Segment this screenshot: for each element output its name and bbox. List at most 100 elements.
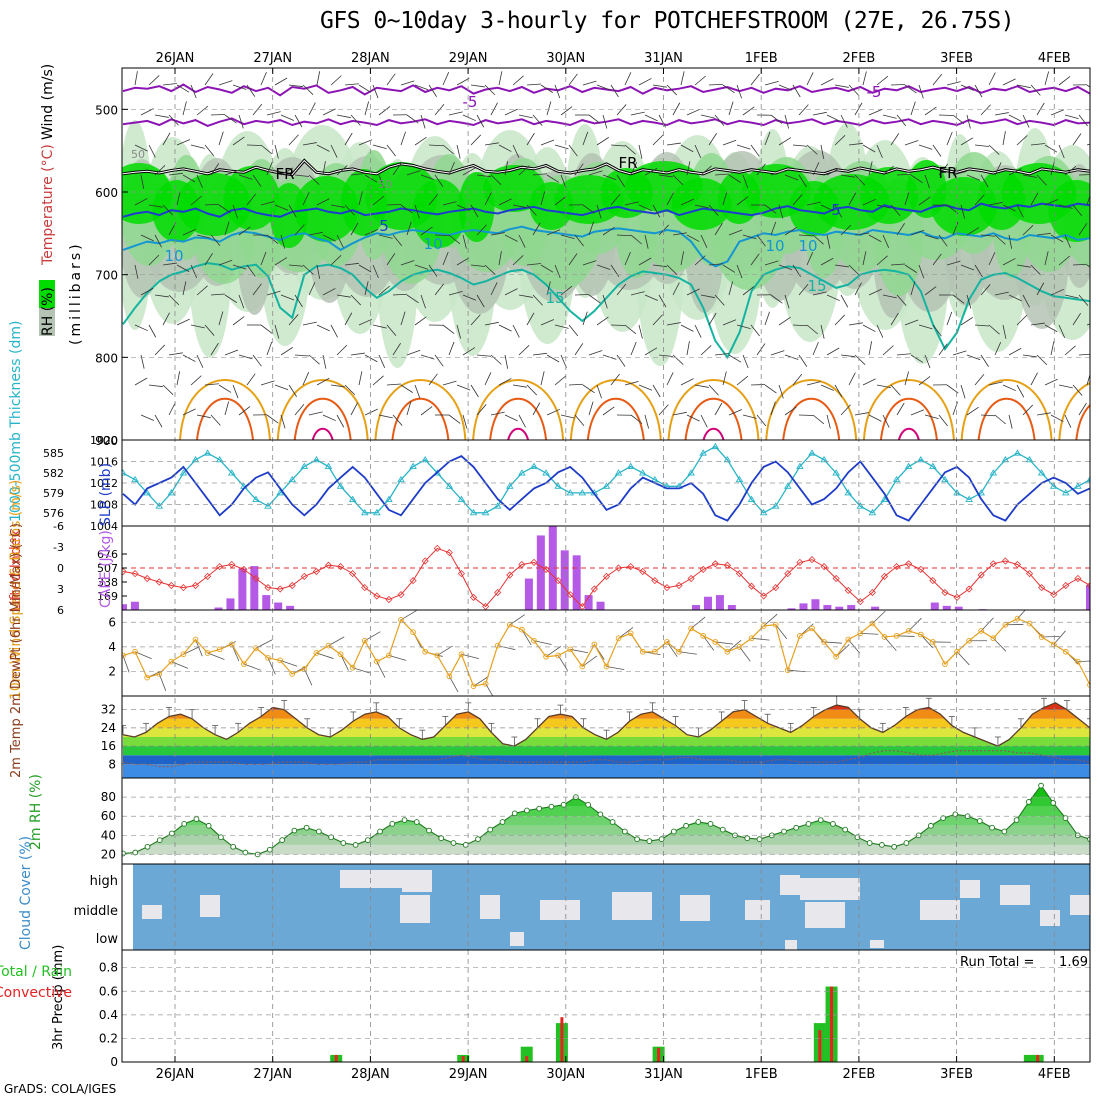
rh-marker xyxy=(122,850,126,857)
wind-barb xyxy=(372,324,387,329)
wind-barb xyxy=(736,196,749,206)
wind-barb xyxy=(414,136,427,146)
wind-barb xyxy=(1016,135,1028,146)
lifted-index-marker xyxy=(687,574,695,583)
wind-speed-marker xyxy=(567,646,574,653)
wind-barb xyxy=(274,257,288,266)
wind-barb xyxy=(700,165,712,176)
lifted-index-marker xyxy=(880,572,889,580)
cape-bar xyxy=(560,550,569,610)
wind-barb xyxy=(456,144,461,159)
wind-barb xyxy=(1002,204,1016,212)
thickness-marker xyxy=(566,489,575,496)
cape-bar xyxy=(262,595,271,610)
wind-speed-marker xyxy=(482,680,489,687)
wind-barb xyxy=(1008,347,1022,356)
wind-barb xyxy=(666,322,681,326)
wind-barb xyxy=(490,354,502,365)
lifted-index-marker xyxy=(155,578,163,586)
wind-barb xyxy=(378,174,385,189)
temp-contour-25 xyxy=(782,397,841,440)
wind-speed-marker xyxy=(615,635,622,642)
wind-barb xyxy=(288,84,303,88)
wind-barb xyxy=(770,401,776,416)
wind-barb xyxy=(260,324,273,334)
wind10m-axis-label: 10m Wind Speed & Barbs (m/s) xyxy=(8,480,24,700)
wind-barb xyxy=(686,234,700,242)
panel-frames xyxy=(121,67,1091,1063)
wind-barb xyxy=(336,344,348,356)
wind-barb-10m xyxy=(920,634,934,649)
lifted-index-marker xyxy=(530,558,538,566)
wind-barb xyxy=(232,204,238,219)
wind-barb xyxy=(806,252,814,266)
wind-barb xyxy=(582,311,588,326)
precip-convective-bar xyxy=(334,1054,338,1062)
cloud-clear-patch xyxy=(920,900,960,920)
wind-barb xyxy=(504,234,518,242)
wind-barb xyxy=(378,354,386,368)
wind-barb xyxy=(890,133,900,146)
thickness-marker xyxy=(155,502,164,509)
wind-barb xyxy=(182,281,187,296)
thickness-marker xyxy=(554,482,562,489)
wind-barb xyxy=(812,234,824,245)
wind-barb xyxy=(498,378,512,386)
date-label-bottom: 30JAN xyxy=(546,1067,585,1082)
wind-barb xyxy=(232,384,239,399)
wind-barb xyxy=(798,234,813,237)
cloud-clear-patch xyxy=(780,875,800,895)
wind-speed-marker xyxy=(531,637,537,644)
wind-barb xyxy=(210,342,219,356)
date-label-top: 27JAN xyxy=(253,51,292,66)
wind-barb xyxy=(568,144,578,157)
wind-barb xyxy=(336,414,345,428)
wind-barb xyxy=(420,226,433,236)
rh-marker xyxy=(364,837,371,843)
wind-barb xyxy=(820,144,825,159)
wind-barb xyxy=(596,204,602,219)
wind-barb xyxy=(722,264,736,273)
wind-barb xyxy=(890,204,901,216)
wind-barb xyxy=(392,163,402,176)
wind-barb xyxy=(952,114,965,125)
wind-barb xyxy=(602,294,608,309)
wind-barb xyxy=(484,264,496,275)
wind-barb xyxy=(358,84,372,93)
rh-marker xyxy=(377,828,383,835)
cape-bar xyxy=(835,606,844,610)
rh-marker xyxy=(597,811,604,818)
wind-barb-10m xyxy=(183,646,200,655)
upper-air-field xyxy=(122,68,1090,440)
precip-tick-label: 0.4 xyxy=(99,1008,118,1022)
lifted-index-marker xyxy=(1038,584,1046,592)
thickness-marker xyxy=(409,462,417,469)
wind-barb xyxy=(918,144,933,150)
wind-barb xyxy=(1072,204,1083,217)
wind-barb xyxy=(274,77,288,86)
precip-axis-label: 3hr Precip (mm) xyxy=(51,945,66,1050)
lifted-index-marker xyxy=(506,571,514,579)
wind-barb xyxy=(980,174,989,188)
rh-marker xyxy=(609,819,616,825)
wind-speed-marker xyxy=(857,630,864,637)
wind-barb xyxy=(434,354,444,367)
wind-barb xyxy=(1050,161,1055,176)
wind-barb xyxy=(518,344,530,356)
wind-barb xyxy=(694,204,709,209)
wind-barb xyxy=(722,319,737,326)
wind-barb xyxy=(224,221,230,236)
wind-barb xyxy=(1030,372,1038,386)
cloud-clear-patch xyxy=(402,870,432,892)
wind-barb xyxy=(428,144,444,147)
wind-barb xyxy=(140,174,145,189)
slp-axis-label: SLP (mb) xyxy=(98,463,114,526)
wind-barb xyxy=(428,84,437,97)
thickness-marker xyxy=(506,482,514,489)
lifted-index-line xyxy=(122,547,1090,608)
wind-barb-10m xyxy=(557,655,569,671)
wind-barb xyxy=(694,324,702,338)
thickness-marker xyxy=(143,489,151,496)
wind-barb xyxy=(834,84,849,88)
wind-barb xyxy=(406,170,421,176)
